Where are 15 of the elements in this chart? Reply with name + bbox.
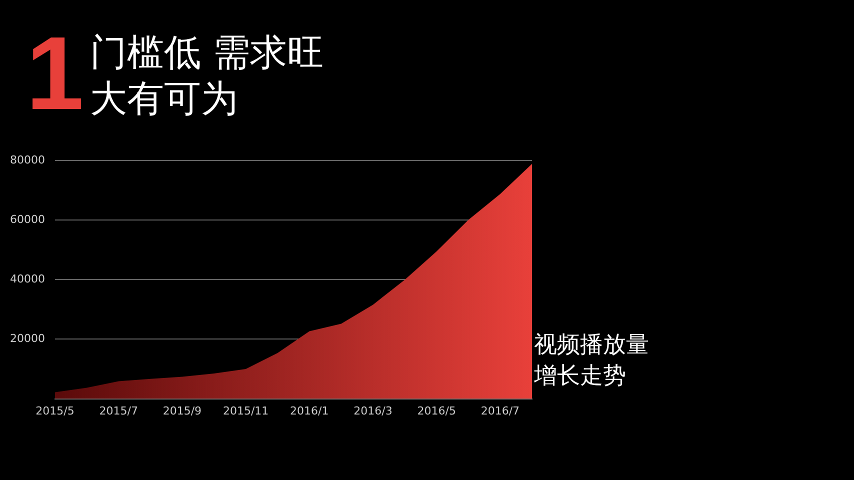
y-tick-label: 80000 (10, 153, 45, 166)
y-tick-label: 60000 (10, 213, 45, 226)
chart-title: 门槛低 需求旺大有可为 (90, 30, 325, 122)
x-tick-label: 2016/7 (480, 404, 520, 418)
x-tick-label: 2015/5 (36, 404, 74, 418)
x-tick-label: 2015/9 (162, 404, 202, 418)
x-tick-label: 2015/11 (222, 404, 269, 418)
y-tick-label: 20000 (10, 332, 45, 346)
x-tick-label: 2016/5 (417, 404, 456, 418)
text: 1 (26, 16, 84, 132)
text: 视频播放量增长走势 (534, 331, 650, 391)
x-tick-label: 2016/1 (290, 404, 329, 418)
x-tick-label: 2015/7 (99, 404, 138, 418)
y-tick-label: 40000 (10, 272, 45, 286)
x-tick-label: 2016/3 (354, 404, 392, 418)
